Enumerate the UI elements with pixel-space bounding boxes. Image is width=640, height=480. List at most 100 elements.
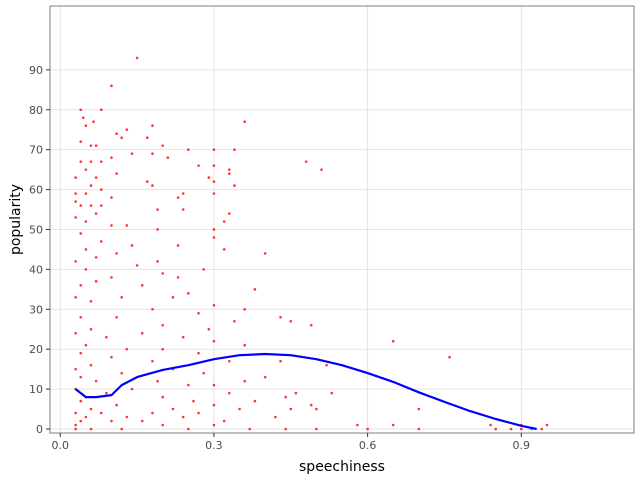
scatter-point [207, 327, 211, 331]
scatter-point [356, 423, 359, 427]
scatter-point [84, 248, 88, 251]
scatter-point [110, 276, 113, 279]
scatter-point [289, 319, 293, 323]
scatter-point [140, 331, 144, 335]
scatter-point [227, 172, 231, 175]
scatter-point [253, 288, 257, 291]
scatter-point [222, 220, 226, 223]
scatter-point [94, 379, 98, 383]
scatter-point [92, 120, 95, 124]
scatter-point [274, 415, 277, 419]
scatter-point [125, 415, 129, 419]
scatter-point [135, 264, 139, 267]
smooth-trend [74, 352, 537, 431]
x-tick-label: 0.6 [359, 439, 377, 452]
scatter-point [151, 152, 154, 155]
scatter-point [161, 272, 165, 275]
scatter-point [243, 379, 246, 383]
scatter-point [212, 383, 216, 387]
scatter-point [161, 395, 165, 399]
scatter-point [130, 244, 134, 247]
scatter-point [79, 140, 83, 143]
scatter-point [222, 419, 226, 423]
scatter-point [74, 200, 77, 203]
scatter-point [284, 395, 287, 399]
scatter-point [115, 252, 118, 255]
scatter-point [89, 427, 93, 431]
scatter-point [84, 220, 88, 223]
scatter-point [74, 176, 77, 179]
scatter-point [509, 427, 513, 431]
scatter-point [89, 363, 93, 367]
scatter-point [74, 192, 77, 195]
scatter-point [325, 363, 328, 367]
scatter-point [294, 391, 298, 395]
y-tick-label: 60 [29, 184, 43, 197]
scatter-point [140, 419, 144, 423]
scatter-point [89, 160, 93, 163]
scatter-point [99, 160, 103, 163]
scatter-point [105, 335, 108, 339]
scatter-point [151, 359, 154, 363]
y-axis-ticks: 0 10 20 30 40 50 60 70 80 90 [29, 64, 50, 436]
scatter-point [187, 383, 190, 387]
y-tick-label: 40 [29, 263, 43, 276]
scatter-point [89, 184, 93, 187]
scatter-point [263, 375, 267, 379]
scatter-point [130, 152, 134, 155]
scatter-point [222, 248, 226, 251]
scatter-point [243, 343, 246, 347]
scatter-point [120, 136, 124, 139]
scatter-point [84, 268, 88, 271]
scatter-point [176, 196, 180, 199]
scatter-point [79, 399, 83, 403]
scatter-point [212, 192, 216, 195]
scatter-point [197, 164, 200, 167]
scatter-point [94, 176, 98, 179]
scatter-point [197, 351, 200, 355]
scatter-point [202, 268, 205, 271]
scatter-point [94, 144, 98, 147]
scatter-point [181, 415, 185, 419]
x-tick-label: 0.0 [51, 439, 69, 452]
scatter-point [74, 423, 77, 427]
scatter-point [84, 415, 88, 419]
scatter-point [84, 124, 88, 128]
scatter-point [74, 331, 77, 335]
scatter-point [227, 168, 231, 171]
scatter-point [315, 427, 318, 431]
scatter-point [166, 156, 170, 159]
scatter-point [115, 132, 118, 136]
scatter-point [110, 419, 113, 423]
scatter-point [187, 148, 190, 151]
scatter-point [253, 399, 257, 403]
scatter-point [94, 212, 98, 215]
x-axis-title: speechiness [299, 459, 385, 475]
scatter-point [366, 427, 369, 431]
y-tick-label: 90 [29, 64, 43, 77]
scatter-point [84, 343, 88, 347]
scatter-point [320, 168, 323, 171]
scatter-point [74, 296, 77, 299]
scatter-point [156, 208, 159, 211]
scatter-point [125, 347, 129, 351]
scatter-point [391, 423, 395, 427]
scatter-point [99, 188, 103, 191]
scatter-point [146, 180, 149, 183]
scatter-point [192, 399, 195, 403]
scatter-point [197, 311, 200, 315]
x-tick-label: 0.9 [513, 439, 531, 452]
scatter-point [207, 176, 211, 179]
scatter-point [110, 84, 113, 88]
scatter-point [140, 284, 144, 287]
scatter-point [212, 228, 216, 231]
scatter-point [79, 284, 83, 287]
scatter-point [110, 224, 113, 227]
scatter-point [315, 407, 318, 411]
scatter-point [279, 315, 282, 319]
scatter-point [263, 252, 267, 255]
scatter-point [74, 216, 77, 219]
scatter-point [181, 192, 185, 195]
scatter-point [79, 232, 83, 235]
y-tick-label: 50 [29, 223, 43, 236]
